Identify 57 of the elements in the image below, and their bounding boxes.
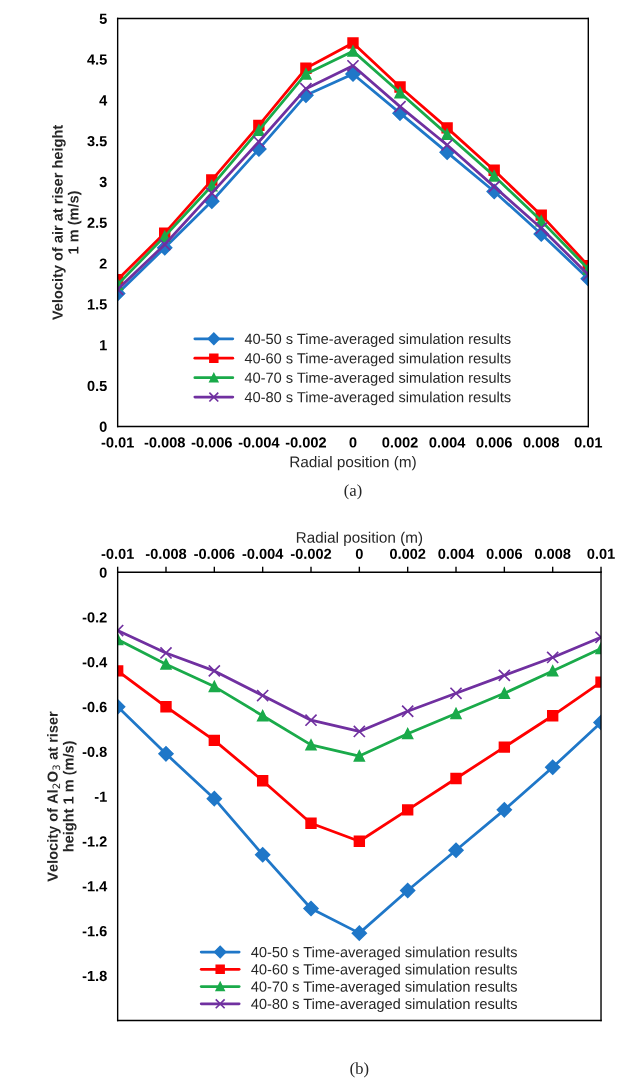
y-tick-label: 0 — [99, 567, 107, 578]
text: (b) — [350, 1062, 369, 1078]
x-axis-title: Radial position (m) — [290, 456, 416, 471]
x-tick-label: 0.004 — [429, 437, 466, 448]
y-tick-label: 4.5 — [87, 54, 107, 65]
y-tick-label: -0.2 — [82, 612, 107, 623]
y-tick-label: 1 — [100, 340, 107, 351]
legend-label: 40-70 s Time-averaged simulation results — [244, 372, 511, 386]
x-tick-label: -0.01 — [101, 437, 134, 448]
x-tick-label: 0.006 — [476, 437, 512, 448]
y-tick-label: -1.2 — [82, 836, 107, 847]
x-tick-label: 0 — [349, 437, 357, 448]
y-tick-label: -1.8 — [82, 970, 107, 982]
x-tick-label: 0.01 — [587, 548, 615, 559]
x-tick-label: -0.004 — [242, 548, 284, 559]
x-tick-label: -0.002 — [290, 548, 332, 559]
y-tick-label: -1.4 — [82, 881, 108, 892]
x-axis-title: Radial position (m) — [296, 531, 423, 546]
legend-label: 40-60 s Time-averaged simulation results — [244, 352, 511, 367]
x-tick-label: 0.01 — [574, 437, 603, 448]
y-tick-label: -1.6 — [82, 925, 107, 937]
x-tick-label: 0.002 — [382, 437, 418, 448]
y-tick-label: 0 — [99, 421, 107, 432]
y-tick-label: -0.8 — [82, 746, 107, 758]
x-tick-label: -0.004 — [238, 437, 280, 448]
y-tick-label: 2 — [99, 258, 107, 269]
y-tick-label: 4 — [99, 95, 108, 106]
legend-label: 40-70 s Time-averaged simulation results — [251, 981, 517, 995]
y-tick-label: 3 — [99, 176, 107, 188]
y-axis-title: Velocity of Al$_{2}$O$_{3}$ at riser height 1 m (m/s) — [47, 711, 77, 882]
legend-label: 40-50 s Time-averaged simulation results — [251, 946, 517, 961]
text: (a) — [344, 484, 362, 500]
x-tick-label: -0.008 — [144, 437, 185, 448]
legend-label: 40-80 s Time-averaged simulation results — [244, 391, 511, 406]
x-tick-label: -0.008 — [145, 548, 187, 559]
y-tick-label: -0.4 — [82, 657, 108, 668]
y-tick-label: -1 — [94, 791, 107, 802]
x-tick-label: -0.006 — [191, 437, 232, 448]
y-tick-label: 1.5 — [87, 299, 107, 310]
y-axis-title: Velocity of air at riser height 1 m (m/s) — [52, 125, 82, 321]
y-tick-label: 2.5 — [87, 217, 107, 228]
x-tick-label: -0.006 — [194, 548, 235, 559]
legend-label: 40-80 s Time-averaged simulation results — [251, 998, 517, 1012]
x-tick-label: 0.008 — [523, 437, 560, 448]
legend-label: 40-60 s Time-averaged simulation results — [251, 963, 517, 978]
x-tick-label: 0.006 — [486, 548, 523, 559]
y-tick-label: 3.5 — [87, 136, 107, 147]
legend-label: 40-50 s Time-averaged simulation results — [244, 333, 511, 347]
x-tick-label: 0.008 — [535, 548, 571, 559]
x-tick-label: -0.01 — [101, 548, 134, 559]
x-tick-label: 0 — [355, 548, 363, 559]
x-tick-label: 0.004 — [438, 548, 475, 559]
y-tick-label: 5 — [99, 13, 107, 24]
x-tick-label: 0.002 — [390, 548, 426, 559]
x-tick-label: -0.002 — [285, 437, 327, 448]
y-tick-label: -0.6 — [82, 701, 107, 713]
y-tick-label: 0.5 — [87, 380, 107, 392]
